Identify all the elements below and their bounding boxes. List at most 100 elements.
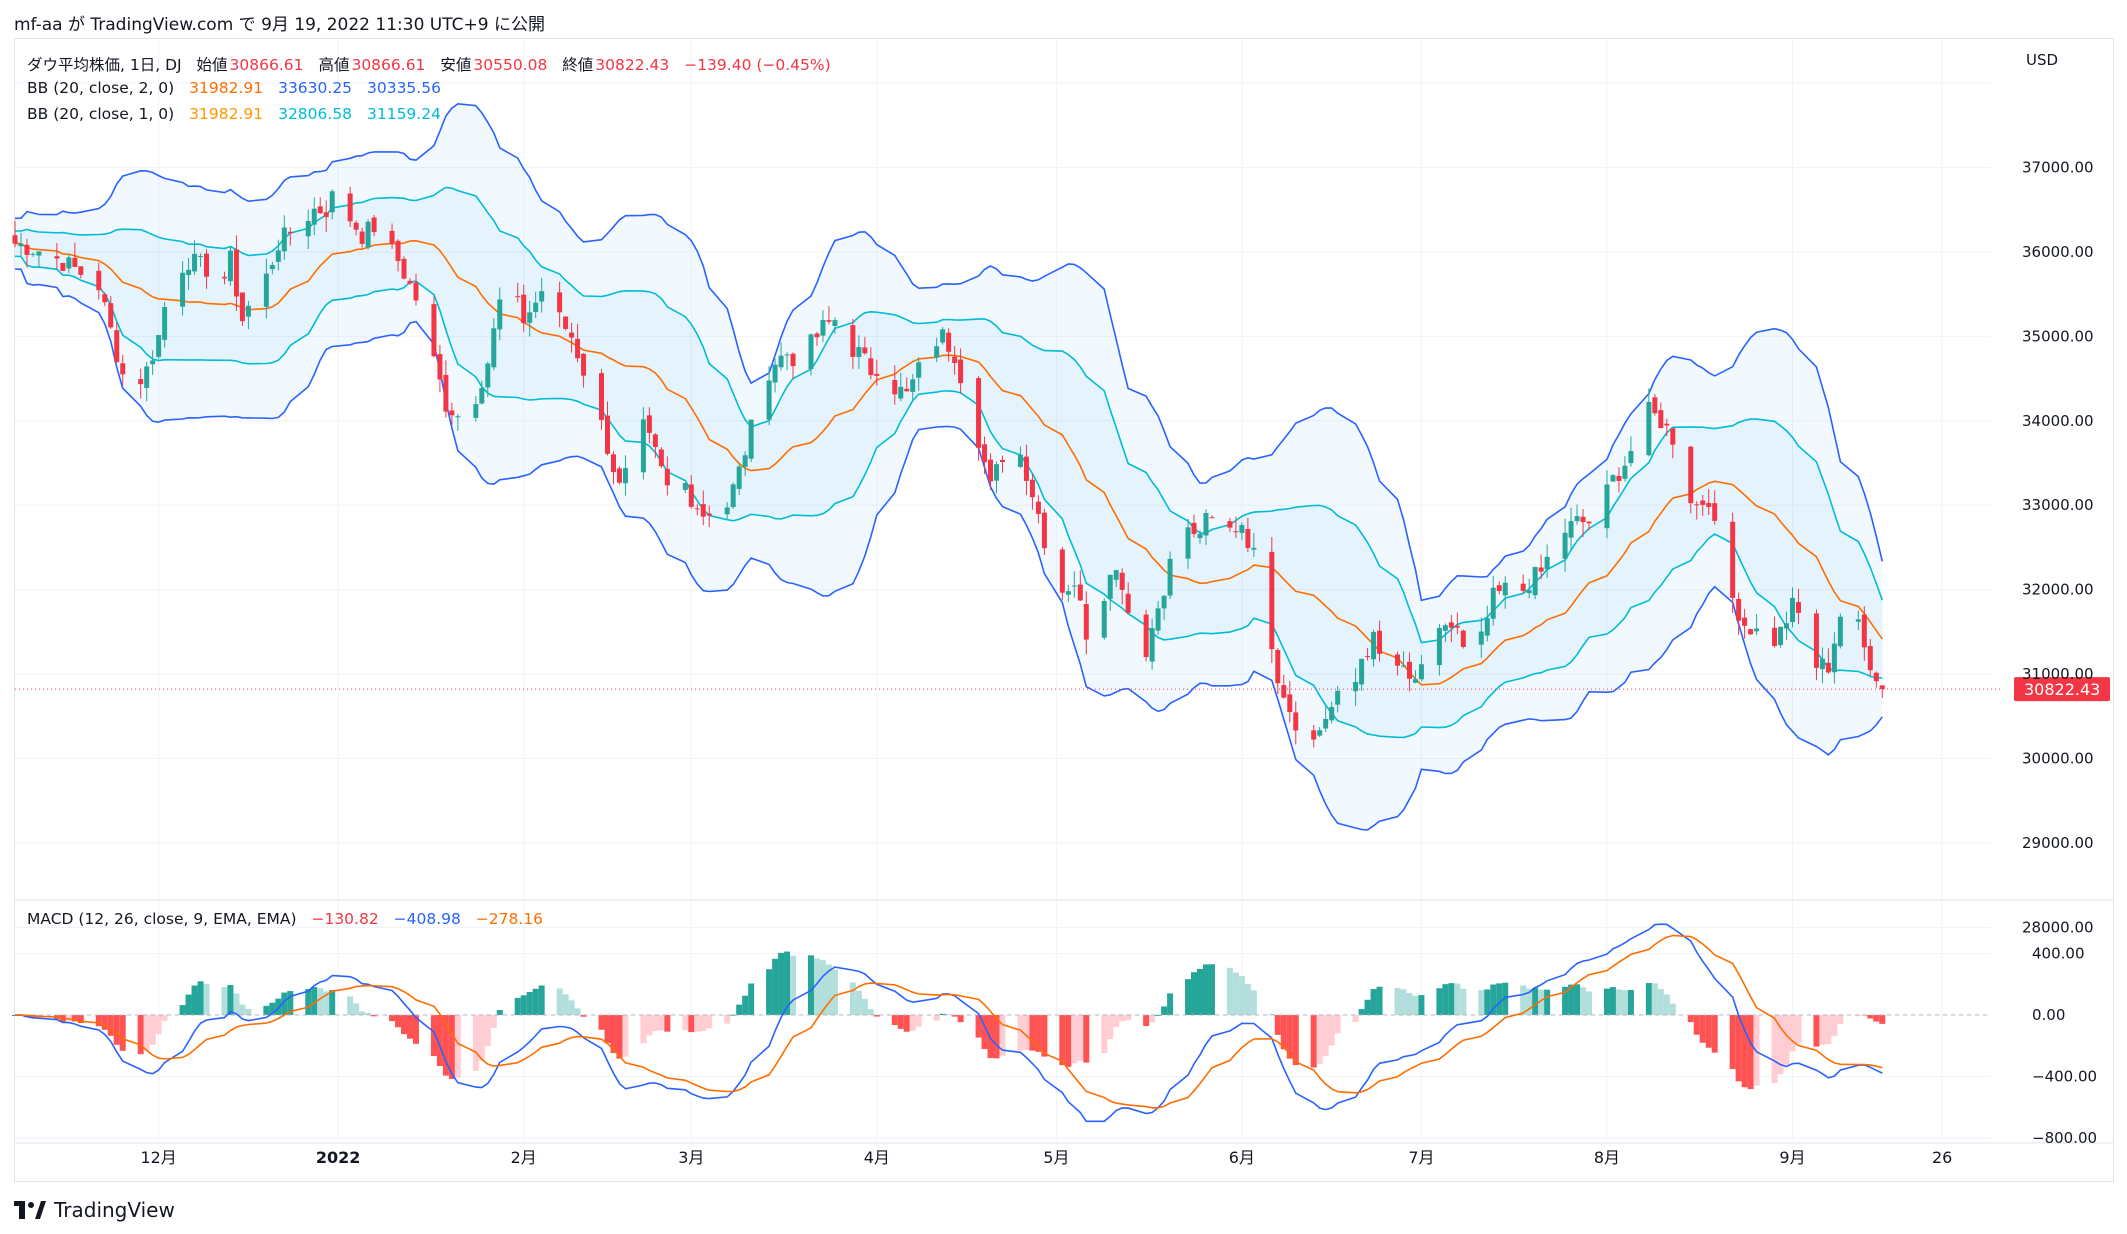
macd-hist-bar <box>568 1000 575 1015</box>
time-tick-label: 5月 <box>1043 1148 1069 1167</box>
macd-hist-bar <box>71 1015 78 1022</box>
macd-hist-bar <box>347 996 354 1015</box>
candle-body <box>233 249 239 297</box>
macd-hist-bar <box>1741 1015 1748 1088</box>
macd-hist-bar <box>891 1015 898 1026</box>
candle-body <box>916 362 922 378</box>
candle-body <box>12 235 18 244</box>
signal-line <box>15 934 1883 1109</box>
candle-body <box>527 312 533 323</box>
price-tick-label: 35000.00 <box>2022 327 2094 345</box>
macd-tick-label: 0.00 <box>2032 1006 2065 1024</box>
macd-hist-bar <box>436 1015 443 1067</box>
candle-body <box>1706 502 1712 507</box>
candle-body <box>401 258 407 279</box>
macd-hist-bar <box>700 1015 707 1032</box>
candle-body <box>323 212 329 217</box>
price-tick-label: 37000.00 <box>2022 158 2094 176</box>
candle-body <box>413 282 419 301</box>
macd-hist-bar <box>784 951 791 1015</box>
macd-hist-bar <box>1364 999 1371 1015</box>
bb1-basis: 31982.91 <box>189 105 264 123</box>
candle-body <box>832 320 838 326</box>
macd-hist-bar <box>694 1015 701 1032</box>
macd-hist-bar <box>975 1015 982 1038</box>
candle-body <box>1161 595 1167 609</box>
macd-hist-bar <box>1580 987 1587 1015</box>
macd-hist-bar <box>1867 1015 1874 1019</box>
candle-body <box>706 513 712 516</box>
bb2-lower-line <box>14 268 1883 831</box>
candle-body <box>1670 428 1676 445</box>
bb2-upper: 33630.25 <box>278 79 353 97</box>
candle-body <box>850 325 856 357</box>
candle-body <box>646 415 652 433</box>
macd-hist-bar <box>682 1015 689 1031</box>
candle-body <box>1700 500 1706 505</box>
macd-hist-bar <box>664 1015 671 1032</box>
candle-body <box>640 419 646 473</box>
macd-hist-bar <box>389 1015 396 1022</box>
macd-hist-bar <box>401 1015 408 1035</box>
macd-hist-bar <box>1167 993 1174 1015</box>
macd-hist-bar <box>813 958 820 1015</box>
macd-name[interactable]: MACD (12, 26, close, 9, EMA, EMA) <box>27 910 297 928</box>
macd-hist-bar <box>538 985 545 1015</box>
macd-hist-bar <box>1113 1015 1120 1027</box>
footer-brand[interactable]: TradingView <box>14 1198 175 1222</box>
macd-hist-bar <box>772 958 779 1015</box>
macd-hist-bar <box>197 981 204 1015</box>
bb2-upper-line <box>14 102 1884 602</box>
candle-body <box>856 347 862 358</box>
chart-frame[interactable] <box>14 38 2114 1182</box>
macd-hist-bar <box>556 988 563 1015</box>
candle-body <box>988 459 994 482</box>
bb2-name[interactable]: BB (20, close, 2, 0) <box>27 79 175 97</box>
candle-body <box>622 468 628 484</box>
candle-body <box>443 374 449 412</box>
macd-hist-bar <box>1125 1015 1132 1021</box>
macd-hist-bar <box>1454 983 1461 1015</box>
macd-hist-bar <box>1663 994 1670 1015</box>
macd-hist-bar <box>1789 1015 1796 1052</box>
macd-legend: MACD (12, 26, close, 9, EMA, EMA) −130.8… <box>27 910 553 928</box>
candle-body <box>1694 504 1700 506</box>
macd-hist-bar <box>1837 1015 1844 1025</box>
macd-hist-bar <box>472 1015 479 1071</box>
macd-hist-bar <box>1753 1015 1760 1086</box>
high-label: 高値 <box>318 56 350 74</box>
time-tick-label: 7月 <box>1408 1148 1434 1167</box>
price-tick-label: 34000.00 <box>2022 412 2094 430</box>
candle-body <box>198 256 204 258</box>
macd-hist-bar <box>1394 987 1401 1015</box>
macd-hist-bar <box>1185 979 1192 1015</box>
macd-hist-bar <box>730 1014 737 1016</box>
candle-body <box>1748 629 1754 635</box>
macd-hist-bar <box>365 1012 372 1015</box>
candle-body <box>1119 572 1125 590</box>
macd-hist-bar <box>1687 1015 1694 1023</box>
macd-hist-bar <box>1729 1015 1736 1069</box>
macd-hist-bar <box>873 1015 880 1017</box>
candle-body <box>1448 622 1454 628</box>
macd-hist-bar <box>1478 990 1485 1015</box>
candle-body <box>473 404 479 418</box>
macd-hist-bar <box>1562 986 1569 1015</box>
candle-body <box>24 244 30 255</box>
candle-body <box>1197 533 1203 539</box>
candle-body <box>1604 484 1610 529</box>
main-legend: ダウ平均株価, 1日, DJ 始値 30866.61 高値 30866.61 安値 3… <box>27 53 841 75</box>
macd-hist-bar <box>191 985 198 1015</box>
macd-hist-bar <box>1334 1015 1341 1034</box>
candle-body <box>1335 690 1341 705</box>
candle-body <box>976 378 982 448</box>
macd-hist-bar <box>1496 983 1503 1015</box>
candle-body <box>581 353 587 376</box>
close-label: 終値 <box>562 56 594 74</box>
bb1-name[interactable]: BB (20, close, 1, 0) <box>27 105 175 123</box>
candle-body <box>1658 410 1664 429</box>
candle-body <box>245 305 251 317</box>
macd-hist-bar <box>149 1015 156 1045</box>
symbol-name[interactable]: ダウ平均株価, 1日, DJ <box>27 56 182 74</box>
